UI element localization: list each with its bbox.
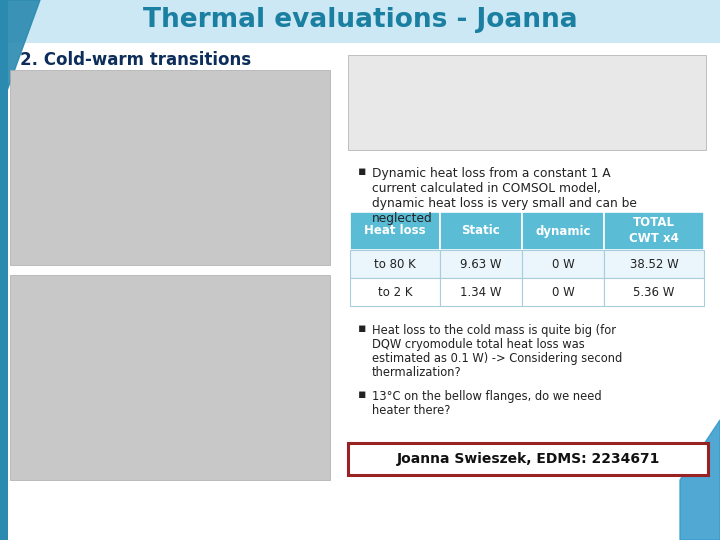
- Text: Thermal evaluations - Joanna: Thermal evaluations - Joanna: [143, 7, 577, 33]
- Bar: [440, 250, 522, 278]
- Text: ▪: ▪: [358, 165, 366, 178]
- Bar: [440, 278, 522, 306]
- Text: 9.63 W: 9.63 W: [460, 258, 502, 271]
- Polygon shape: [0, 0, 40, 110]
- Bar: [604, 250, 704, 278]
- Text: Dynamic heat loss from a constant 1 A: Dynamic heat loss from a constant 1 A: [372, 167, 611, 180]
- Text: to 2 K: to 2 K: [378, 286, 413, 299]
- Text: 5.36 W: 5.36 W: [634, 286, 675, 299]
- Text: thermalization?: thermalization?: [372, 366, 462, 379]
- Bar: [604, 278, 704, 306]
- Bar: [0, 0, 8, 540]
- Text: DQW cryomodule total heat loss was: DQW cryomodule total heat loss was: [372, 338, 585, 351]
- Text: current calculated in COMSOL model,: current calculated in COMSOL model,: [372, 182, 601, 195]
- Text: Joanna Swieszek, EDMS: 2234671: Joanna Swieszek, EDMS: 2234671: [396, 452, 660, 466]
- Text: 0 W: 0 W: [552, 258, 575, 271]
- Text: to 80 K: to 80 K: [374, 258, 416, 271]
- Text: 2. Cold-warm transitions: 2. Cold-warm transitions: [20, 51, 251, 69]
- Bar: [10, 70, 330, 265]
- Polygon shape: [680, 420, 720, 540]
- Bar: [350, 278, 440, 306]
- Text: neglected: neglected: [372, 212, 433, 225]
- Text: 1.34 W: 1.34 W: [460, 286, 502, 299]
- Bar: [0, 0, 720, 43]
- Bar: [10, 275, 330, 480]
- Bar: [350, 212, 440, 250]
- Text: heater there?: heater there?: [372, 404, 451, 417]
- Text: Heat loss to the cold mass is quite big (for: Heat loss to the cold mass is quite big …: [372, 324, 616, 337]
- Bar: [348, 55, 706, 150]
- Text: Heat loss: Heat loss: [364, 225, 426, 238]
- Bar: [348, 443, 708, 475]
- Bar: [522, 250, 604, 278]
- Bar: [440, 212, 522, 250]
- Text: ▪: ▪: [358, 322, 366, 335]
- Text: 38.52 W: 38.52 W: [629, 258, 678, 271]
- Bar: [522, 212, 604, 250]
- Text: estimated as 0.1 W) -> Considering second: estimated as 0.1 W) -> Considering secon…: [372, 352, 622, 365]
- Text: ▪: ▪: [358, 388, 366, 401]
- Text: TOTAL
CWT x4: TOTAL CWT x4: [629, 217, 679, 246]
- Text: dynamic: dynamic: [535, 225, 590, 238]
- Text: 0 W: 0 W: [552, 286, 575, 299]
- Text: 13°C on the bellow flanges, do we need: 13°C on the bellow flanges, do we need: [372, 390, 602, 403]
- Text: Static: Static: [462, 225, 500, 238]
- Bar: [350, 250, 440, 278]
- Bar: [522, 278, 604, 306]
- Text: dynamic heat loss is very small and can be: dynamic heat loss is very small and can …: [372, 197, 637, 210]
- Bar: [604, 212, 704, 250]
